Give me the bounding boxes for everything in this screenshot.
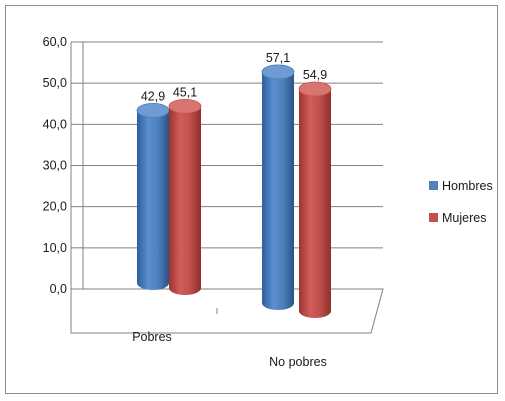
y-tick-label: 0,0 bbox=[50, 282, 67, 296]
bar-hombres-no-pobres bbox=[261, 64, 295, 311]
y-tick-label: 30,0 bbox=[43, 159, 67, 173]
legend-swatch bbox=[429, 213, 438, 222]
bar-body bbox=[262, 71, 294, 311]
y-tick-label: 60,0 bbox=[43, 35, 67, 49]
bar-top bbox=[261, 64, 295, 80]
bar-mujeres-pobres bbox=[168, 98, 202, 295]
y-tick-label: 20,0 bbox=[43, 200, 67, 214]
bar-body bbox=[299, 88, 331, 319]
bar-top bbox=[298, 81, 332, 97]
bar-body bbox=[169, 106, 201, 295]
legend-item-mujeres: Mujeres bbox=[429, 211, 486, 225]
legend-label: Hombres bbox=[442, 179, 493, 193]
bar-top bbox=[136, 102, 170, 118]
x-category-label: Pobres bbox=[132, 330, 172, 344]
legend: Hombres Mujeres bbox=[429, 179, 493, 225]
chart-frame bbox=[5, 5, 498, 394]
legend-swatch bbox=[429, 181, 438, 190]
chart-bars bbox=[136, 64, 332, 319]
bar-mujeres-no-pobres bbox=[298, 81, 332, 319]
bar-body bbox=[137, 110, 169, 291]
bar-top bbox=[168, 98, 202, 114]
legend-label: Mujeres bbox=[442, 211, 486, 225]
y-tick-label: 40,0 bbox=[43, 117, 67, 131]
chart-text: 0,0 10,0 20,0 30,0 40,0 50,0 60,0 42,9 45,1 57,1 5… bbox=[43, 35, 328, 369]
chart-walls bbox=[70, 41, 384, 334]
bar-hombres-pobres bbox=[136, 102, 170, 291]
data-label: 45,1 bbox=[173, 85, 197, 99]
y-tick-label: 50,0 bbox=[43, 76, 67, 90]
data-label: 57,1 bbox=[266, 51, 290, 65]
legend-item-hombres: Hombres bbox=[429, 179, 493, 193]
data-label: 54,9 bbox=[303, 68, 327, 82]
x-category-label: No pobres bbox=[269, 355, 327, 369]
y-tick-label: 10,0 bbox=[43, 241, 67, 255]
chart-floor bbox=[70, 288, 384, 334]
data-label: 42,9 bbox=[141, 89, 165, 103]
